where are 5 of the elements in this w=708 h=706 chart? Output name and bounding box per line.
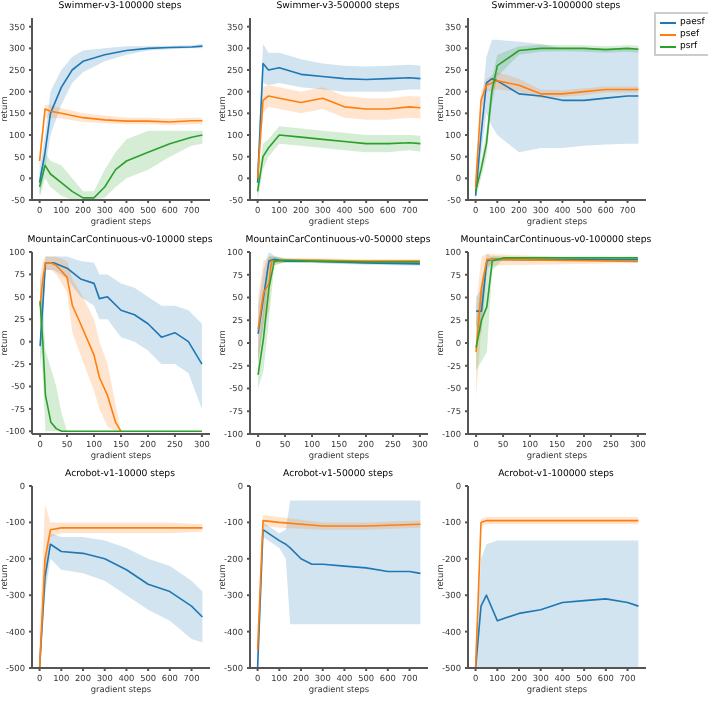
line-series	[39, 261, 203, 365]
line-series	[256, 62, 422, 184]
line-series	[474, 594, 640, 668]
line-series	[39, 300, 203, 433]
line-series	[256, 95, 422, 180]
